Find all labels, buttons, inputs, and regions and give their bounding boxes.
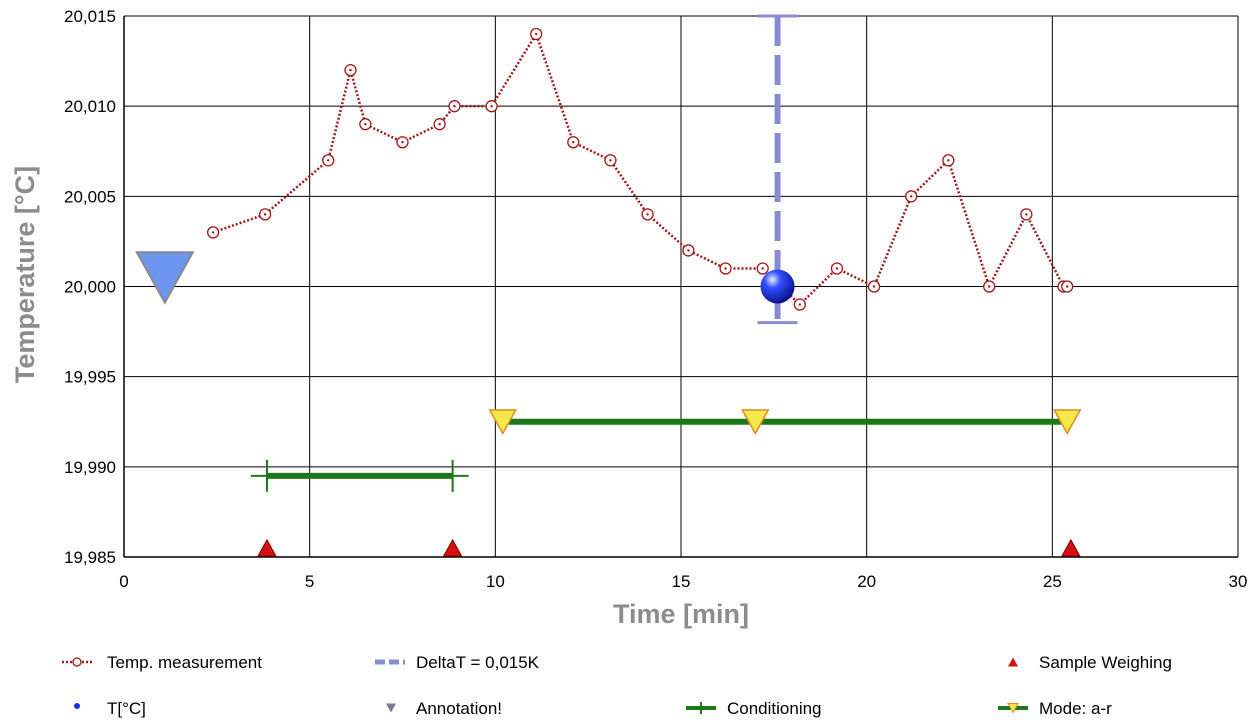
temp-measurement-point-dot [327, 159, 330, 162]
temp-measurement-point-dot [364, 123, 367, 126]
legend-mode-marker [1007, 703, 1019, 714]
x-tick-label: 0 [119, 572, 128, 591]
legend-label-annotation: Annotation! [416, 699, 502, 718]
legend-label-mode: Mode: a-r [1039, 699, 1112, 718]
temp-measurement-point-dot [835, 267, 839, 270]
legend-label-temperature: T[°C] [107, 699, 146, 718]
axes [123, 16, 1238, 558]
temp-measurement-point-dot [349, 68, 352, 72]
temp-measurement-point-dot [534, 32, 538, 36]
temp-measurement-point-dot [453, 104, 456, 108]
temp-measurement-point-dot [263, 213, 267, 216]
temp-measurement-point-dot [798, 303, 802, 306]
temp-measurement-point-dot [872, 285, 876, 288]
temperature-sphere-marker [760, 269, 795, 304]
series-layer [135, 14, 1082, 557]
temp-measurement-point-dot [609, 159, 612, 162]
y-tick-label: 20,015 [64, 7, 116, 26]
legend-label-conditioning: Conditioning [727, 699, 822, 718]
mode-marker [1052, 409, 1082, 435]
temp-measurement-point-dot [724, 267, 727, 270]
temp-measurement-point-dot [572, 141, 575, 144]
legend-label-deltat: DeltaT = 0,015K [416, 653, 540, 672]
x-tick-label: 30 [1229, 572, 1248, 591]
temp-measurement-point-dot [910, 195, 913, 198]
temp-measurement-point-dot [947, 159, 950, 162]
temp-measurement-point-dot [988, 285, 991, 288]
y-tick-label: 19,990 [64, 458, 116, 477]
y-tick-label: 19,995 [64, 368, 116, 387]
x-tick-label: 10 [486, 572, 505, 591]
sample-weighing-marker [1061, 538, 1081, 557]
legend-temp-measurement-marker [72, 657, 82, 667]
legend-sample-weighing-marker [1008, 657, 1018, 667]
y-tick-label: 20,005 [64, 187, 116, 206]
y-axis-label: Temperature [°C] [10, 166, 40, 383]
temp-measurement-point-dot [490, 104, 493, 108]
legend: Temp. measurement DeltaT = 0,015K Sample W… [62, 653, 1172, 718]
temp-measurement-point-dot [438, 123, 441, 126]
mode-marker [740, 409, 770, 435]
tick-labels: 0 5 10 15 20 25 30 19,985 19,990 19,995 20,000 20,0… [64, 7, 1247, 591]
temp-measurement-point-dot [401, 141, 404, 144]
temp-measurement-point-dot [761, 267, 764, 270]
x-tick-label: 15 [672, 572, 691, 591]
y-tick-label: 20,000 [64, 278, 116, 297]
x-tick-label: 5 [305, 572, 314, 591]
grid [124, 15, 1239, 557]
legend-annotation-marker [386, 703, 396, 713]
temp-measurement-point-dot [211, 231, 215, 234]
temp-measurement-point-dot [1025, 213, 1028, 216]
x-axis-label: Time [min] [613, 599, 749, 629]
legend-label-temp-measurement: Temp. measurement [107, 653, 262, 672]
temp-measurement-point-dot [687, 249, 690, 252]
sample-weighing-marker [257, 538, 277, 557]
sample-weighing-marker [442, 538, 463, 557]
legend-label-sample-weighing: Sample Weighing [1039, 653, 1172, 672]
mode-marker [488, 409, 518, 435]
annotation-marker [135, 251, 195, 305]
temp-measurement-point-dot [646, 213, 649, 216]
x-tick-label: 25 [1043, 572, 1062, 591]
y-tick-label: 19,985 [64, 548, 116, 567]
temp-measurement-point-dot [1065, 285, 1069, 288]
x-tick-label: 20 [857, 572, 876, 591]
legend-temperature-marker [74, 703, 80, 709]
y-tick-label: 20,010 [64, 97, 116, 116]
temp-measurement-line [212, 31, 1068, 307]
